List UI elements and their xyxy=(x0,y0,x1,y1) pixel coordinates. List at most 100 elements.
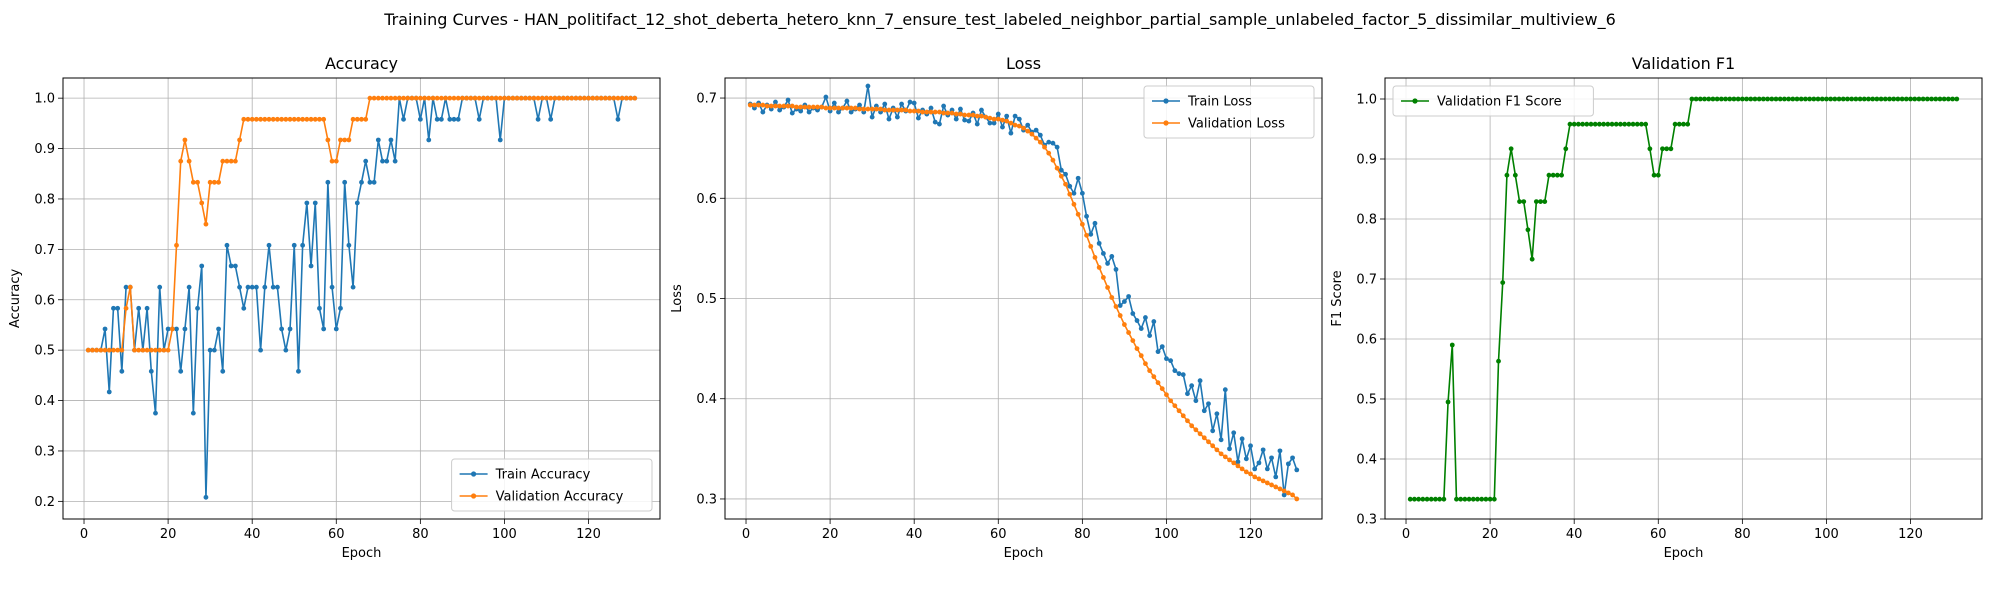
data-point xyxy=(1193,427,1199,433)
x-tick-label: 60 xyxy=(990,527,1007,542)
data-point xyxy=(1786,96,1792,102)
data-point xyxy=(920,109,925,115)
data-point xyxy=(1622,121,1628,127)
data-point xyxy=(1075,211,1081,217)
data-point xyxy=(966,118,972,124)
data-point xyxy=(611,95,617,101)
data-point xyxy=(560,95,566,101)
data-point xyxy=(451,95,457,101)
data-point xyxy=(552,95,558,101)
data-point xyxy=(1206,439,1211,445)
data-point xyxy=(325,179,331,185)
data-point xyxy=(848,105,854,111)
x-tick-label: 80 xyxy=(1074,527,1091,542)
data-point xyxy=(1176,371,1182,377)
data-point xyxy=(317,305,322,311)
data-point xyxy=(1470,496,1476,502)
data-point xyxy=(253,284,259,290)
data-point xyxy=(396,95,402,101)
data-point xyxy=(1533,199,1539,205)
chart-title: Validation F1 xyxy=(1632,54,1735,73)
x-tick-label: 100 xyxy=(492,527,517,542)
data-point xyxy=(1706,96,1712,102)
data-point xyxy=(1197,378,1203,384)
data-point xyxy=(1285,461,1291,467)
data-point xyxy=(157,284,163,290)
y-tick-label: 0.5 xyxy=(696,292,717,307)
data-point xyxy=(1861,96,1867,102)
data-point xyxy=(1580,121,1585,127)
data-point xyxy=(983,114,989,120)
data-point xyxy=(1874,96,1880,102)
data-point xyxy=(915,115,921,121)
data-point xyxy=(1941,96,1947,102)
data-point xyxy=(476,116,482,122)
data-point xyxy=(1071,201,1077,207)
data-point xyxy=(502,95,507,101)
x-tick-label: 120 xyxy=(1898,527,1923,542)
data-point xyxy=(1172,368,1178,374)
data-point xyxy=(1004,113,1010,119)
data-point xyxy=(132,347,137,353)
data-point xyxy=(752,102,757,108)
data-point xyxy=(115,305,121,311)
data-point xyxy=(384,95,390,101)
data-point xyxy=(169,326,175,332)
data-point xyxy=(413,95,419,101)
data-point xyxy=(815,104,820,110)
data-point xyxy=(338,305,343,311)
data-point xyxy=(438,95,444,101)
data-point xyxy=(1782,96,1787,102)
data-point xyxy=(1151,374,1157,380)
data-point xyxy=(1882,96,1888,102)
data-point xyxy=(1138,326,1144,331)
data-point xyxy=(1037,132,1043,138)
y-tick-label: 0.5 xyxy=(34,344,55,359)
data-point xyxy=(1151,319,1157,324)
data-point xyxy=(1857,96,1863,102)
data-point xyxy=(890,107,896,113)
data-point xyxy=(882,101,888,107)
data-point xyxy=(367,95,373,101)
data-point xyxy=(1487,496,1493,502)
data-point xyxy=(405,95,411,101)
data-point xyxy=(1248,471,1253,477)
data-point xyxy=(615,95,621,101)
data-point xyxy=(1185,418,1190,424)
data-point xyxy=(577,95,583,101)
data-point xyxy=(556,95,562,101)
data-point xyxy=(363,158,369,164)
data-point xyxy=(899,107,904,113)
data-point xyxy=(1454,496,1459,502)
data-point xyxy=(161,347,167,353)
data-point xyxy=(1903,96,1909,102)
data-point xyxy=(354,116,360,122)
data-point xyxy=(823,94,829,100)
data-point xyxy=(781,103,787,109)
data-point xyxy=(1130,338,1136,343)
y-tick-label: 0.4 xyxy=(1356,453,1377,468)
data-point xyxy=(995,111,1001,117)
data-point xyxy=(1092,255,1098,260)
data-point xyxy=(949,110,955,116)
data-point xyxy=(632,95,638,101)
data-point xyxy=(1693,96,1699,102)
data-point xyxy=(304,116,310,122)
data-point xyxy=(941,110,947,116)
data-point xyxy=(1231,430,1237,436)
data-point xyxy=(1954,96,1960,102)
data-point xyxy=(468,95,474,101)
data-point xyxy=(789,103,795,109)
data-point xyxy=(798,108,804,114)
y-axis-label: Accuracy xyxy=(8,269,23,329)
data-point xyxy=(1050,157,1056,163)
data-point xyxy=(266,242,272,248)
data-point xyxy=(1058,173,1064,179)
data-point xyxy=(258,116,263,122)
data-point xyxy=(409,95,415,101)
data-point xyxy=(1235,459,1241,465)
data-point xyxy=(1546,172,1552,178)
data-point xyxy=(1193,398,1199,404)
data-point xyxy=(1260,447,1266,453)
